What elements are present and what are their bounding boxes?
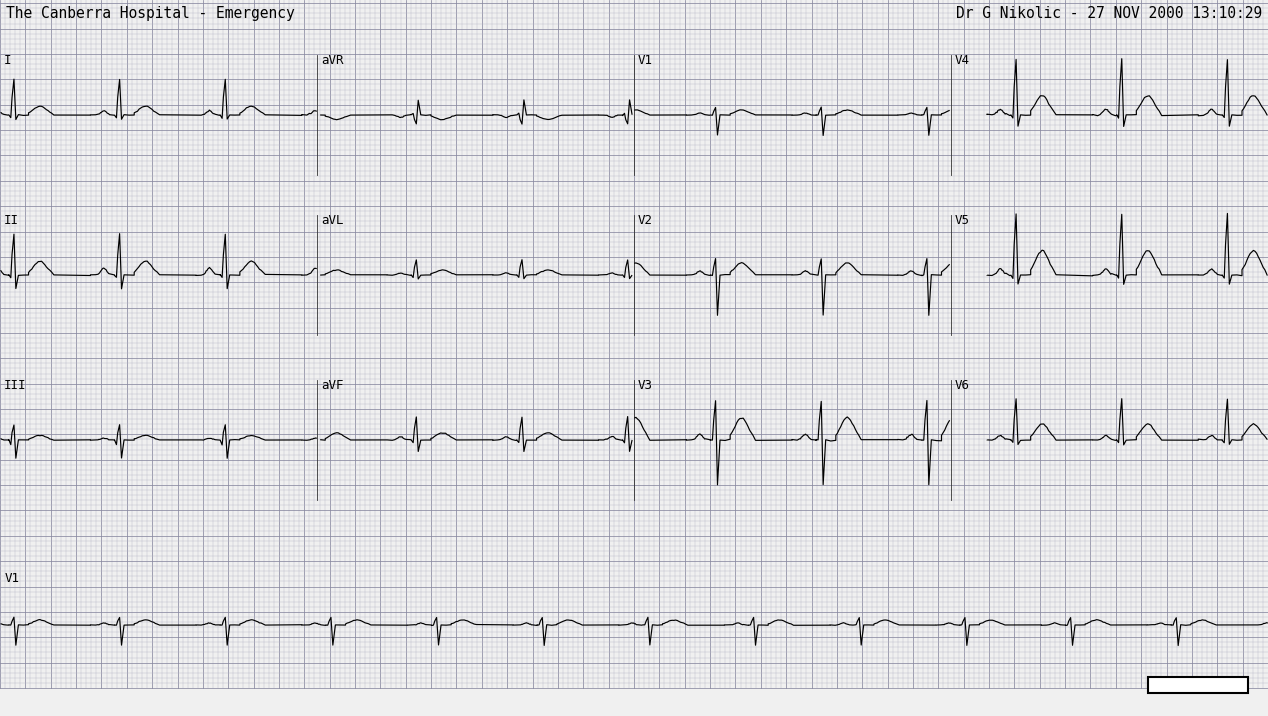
- Text: II: II: [4, 214, 19, 227]
- Text: I: I: [4, 54, 11, 67]
- Text: Dr G Nikolic - 27 NOV 2000 13:10:29: Dr G Nikolic - 27 NOV 2000 13:10:29: [956, 6, 1262, 21]
- Text: V1: V1: [5, 572, 20, 585]
- Text: V1: V1: [638, 54, 653, 67]
- Text: V6: V6: [955, 379, 970, 392]
- Text: V4: V4: [955, 54, 970, 67]
- Bar: [1148, 677, 1248, 693]
- Text: The Canberra Hospital - Emergency: The Canberra Hospital - Emergency: [6, 6, 294, 21]
- Text: aVR: aVR: [321, 54, 344, 67]
- Text: V3: V3: [638, 379, 653, 392]
- Text: aVF: aVF: [321, 379, 344, 392]
- Text: aVL: aVL: [321, 214, 344, 227]
- Text: III: III: [4, 379, 27, 392]
- Text: V5: V5: [955, 214, 970, 227]
- Text: V2: V2: [638, 214, 653, 227]
